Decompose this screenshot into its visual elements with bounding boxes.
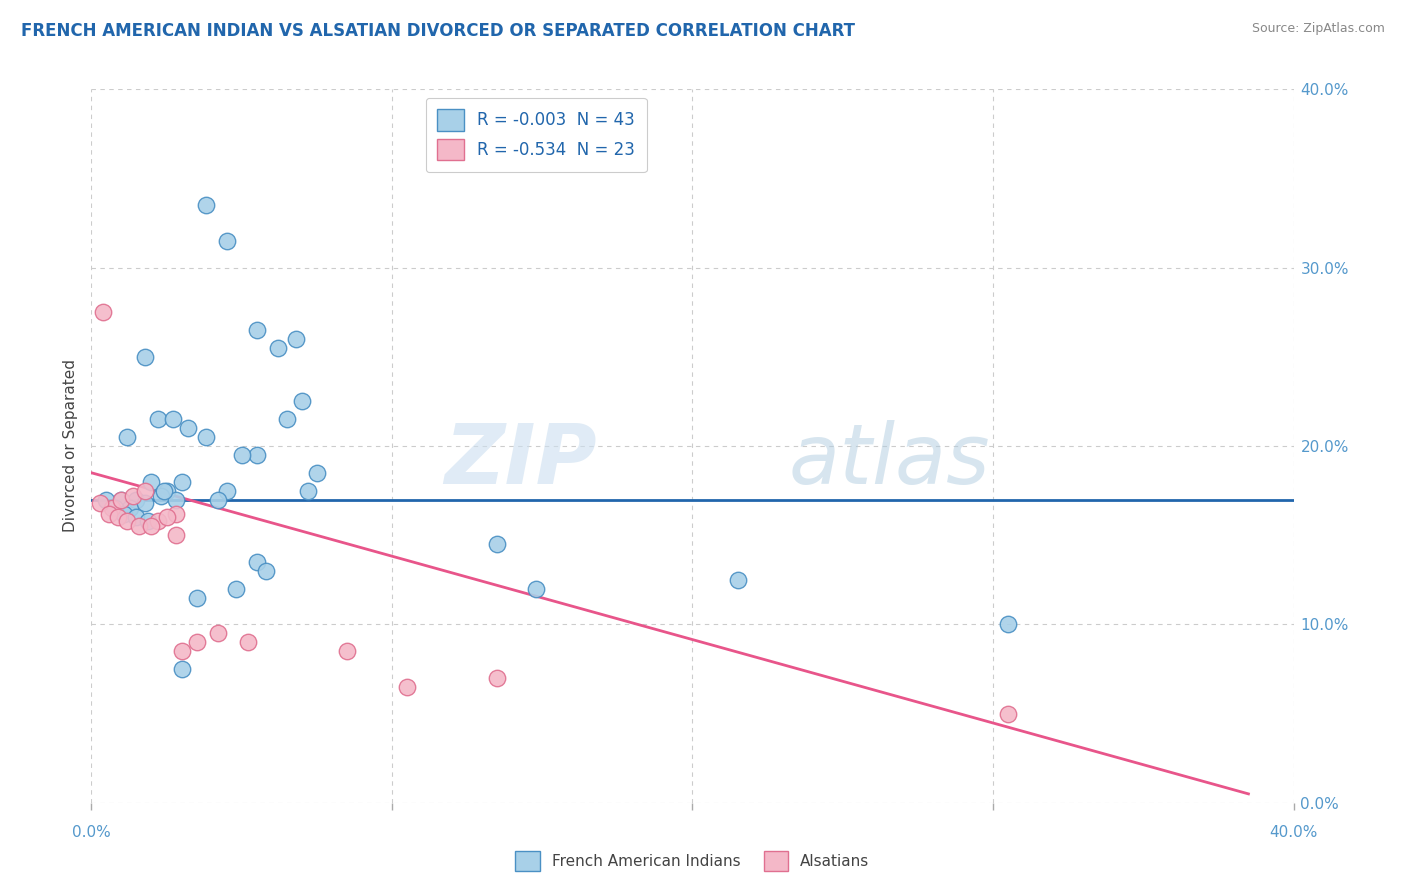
Point (207, 626, 229, 640)
Point (246, 448, 269, 462)
Point (138, 514, 160, 528)
Point (155, 483, 177, 498)
Point (727, 573, 749, 587)
Point (225, 582, 247, 596)
Point (96, 492, 118, 507)
Point (101, 501, 124, 516)
Text: Source: ZipAtlas.com: Source: ZipAtlas.com (1251, 22, 1385, 36)
Point (291, 394, 314, 409)
Point (997, 706, 1019, 721)
Point (125, 492, 148, 507)
Point (110, 492, 132, 507)
Point (146, 514, 169, 528)
Point (89, 496, 111, 510)
Y-axis label: Divorced or Separated: Divorced or Separated (62, 359, 77, 533)
Point (194, 198, 217, 212)
Point (215, 483, 238, 498)
Point (165, 492, 187, 507)
Point (134, 350, 156, 364)
Point (186, 635, 208, 649)
Text: ZIP: ZIP (444, 420, 596, 500)
Point (165, 507, 187, 521)
Point (117, 514, 139, 528)
Legend: French American Indians, Alsatians: French American Indians, Alsatians (509, 846, 876, 877)
Point (336, 644, 359, 658)
Point (107, 510, 129, 524)
Point (207, 492, 229, 507)
Point (149, 489, 172, 503)
Point (267, 341, 290, 355)
Point (297, 483, 319, 498)
Point (98, 507, 121, 521)
Point (284, 332, 307, 346)
Point (231, 448, 253, 462)
Point (486, 537, 509, 551)
Point (141, 519, 163, 533)
Point (117, 430, 139, 444)
Point (155, 510, 177, 524)
Text: FRENCH AMERICAN INDIAN VS ALSATIAN DIVORCED OR SEPARATED CORRELATION CHART: FRENCH AMERICAN INDIAN VS ALSATIAN DIVOR… (21, 22, 855, 40)
Text: 40.0%: 40.0% (1270, 825, 1317, 840)
Point (165, 528, 187, 542)
Point (110, 492, 132, 507)
Point (395, 680, 418, 694)
Point (134, 496, 156, 510)
Point (215, 234, 238, 248)
Point (104, 501, 127, 516)
Point (194, 430, 217, 444)
Point (162, 412, 184, 426)
Point (254, 564, 277, 578)
Point (122, 489, 145, 503)
Point (170, 644, 193, 658)
Point (120, 501, 142, 516)
Point (125, 510, 148, 524)
Point (134, 483, 156, 498)
Point (524, 582, 547, 596)
Point (305, 466, 328, 480)
Point (141, 475, 163, 489)
Point (486, 671, 509, 685)
Text: 0.0%: 0.0% (72, 825, 111, 840)
Point (152, 483, 174, 498)
Point (170, 475, 193, 489)
Point (186, 591, 208, 605)
Point (246, 323, 269, 337)
Point (997, 617, 1019, 632)
Text: atlas: atlas (789, 420, 990, 500)
Point (176, 421, 198, 435)
Point (246, 555, 269, 569)
Point (114, 507, 136, 521)
Point (128, 519, 150, 533)
Point (276, 412, 298, 426)
Point (236, 635, 259, 649)
Point (93, 305, 115, 319)
Point (146, 412, 169, 426)
Point (170, 662, 193, 676)
